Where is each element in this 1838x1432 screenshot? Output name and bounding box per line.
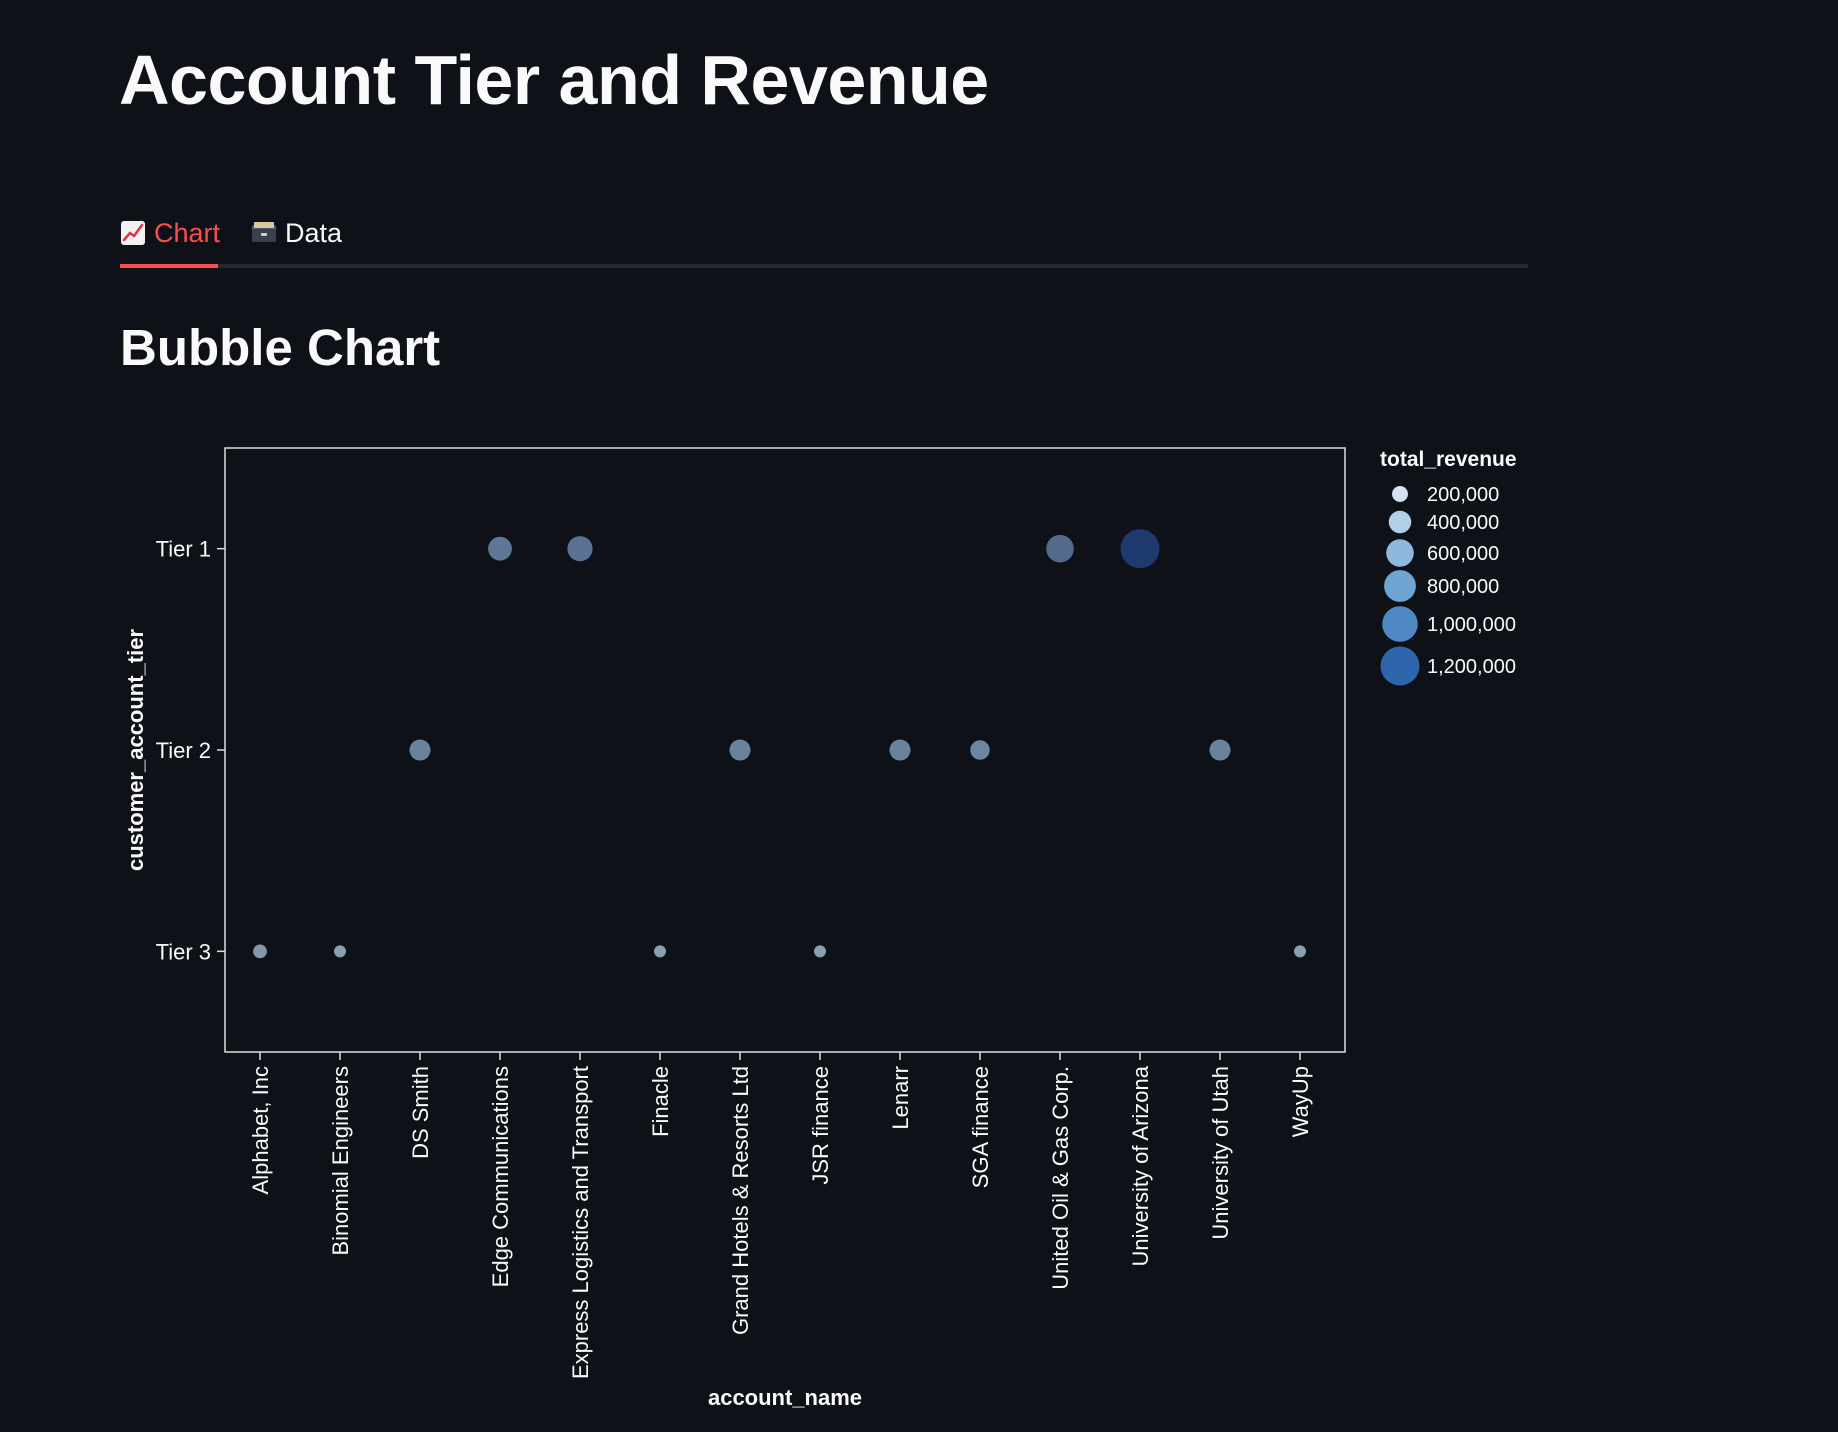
legend-label: 800,000 <box>1427 576 1499 598</box>
x-tick-label: Edge Communications <box>488 1066 513 1287</box>
x-tick-label: Express Logistics and Transport <box>568 1066 593 1379</box>
y-tick-label: Tier 3 <box>156 939 211 964</box>
legend-symbol <box>1381 647 1420 686</box>
bubble-point[interactable] <box>253 944 267 958</box>
bubble-point[interactable] <box>1046 535 1074 563</box>
legend-label: 600,000 <box>1427 543 1499 565</box>
bubble-point[interactable] <box>409 739 430 760</box>
bubble-point[interactable] <box>334 945 346 957</box>
bubble-point[interactable] <box>970 740 990 760</box>
legend-symbol <box>1389 511 1412 534</box>
x-tick-label: Binomial Engineers <box>328 1066 353 1256</box>
y-axis-title: customer_account_tier <box>123 629 148 872</box>
bubble-point[interactable] <box>567 536 592 561</box>
x-tick-label: University of Utah <box>1208 1066 1233 1240</box>
bubble-point[interactable] <box>1209 739 1230 760</box>
x-tick-label: Lenarr <box>888 1066 913 1130</box>
bubble-point[interactable] <box>1294 945 1306 957</box>
x-tick-label: Grand Hotels & Resorts Ltd <box>728 1066 753 1335</box>
plot-frame <box>225 448 1345 1052</box>
x-tick-label: University of Arizona <box>1128 1065 1153 1266</box>
bubble-point[interactable] <box>654 945 666 957</box>
x-axis-title: account_name <box>708 1385 862 1410</box>
legend-symbol <box>1384 570 1416 602</box>
x-tick-label: United Oil & Gas Corp. <box>1048 1066 1073 1290</box>
bubble-point[interactable] <box>889 739 910 760</box>
x-tick-label: Finacle <box>648 1066 673 1137</box>
legend-symbol <box>1386 539 1414 567</box>
bubble-point[interactable] <box>729 739 750 760</box>
legend-label: 200,000 <box>1427 484 1499 506</box>
legend-symbol <box>1392 486 1408 502</box>
bubble-point[interactable] <box>1121 529 1160 568</box>
legend-label: 1,000,000 <box>1427 614 1516 636</box>
x-tick-label: WayUp <box>1288 1066 1313 1137</box>
legend-symbol <box>1382 606 1418 642</box>
x-tick-label: DS Smith <box>408 1066 433 1159</box>
x-tick-label: Alphabet, Inc <box>248 1066 273 1194</box>
y-tick-label: Tier 1 <box>156 537 211 562</box>
legend-label: 1,200,000 <box>1427 656 1516 678</box>
bubble-point[interactable] <box>488 537 512 561</box>
legend-title: total_revenue <box>1380 448 1517 471</box>
x-tick-label: SGA finance <box>968 1066 993 1188</box>
bubble-point[interactable] <box>814 945 826 957</box>
x-tick-label: JSR finance <box>808 1066 833 1185</box>
y-tick-label: Tier 2 <box>156 738 211 763</box>
legend-label: 400,000 <box>1427 512 1499 534</box>
